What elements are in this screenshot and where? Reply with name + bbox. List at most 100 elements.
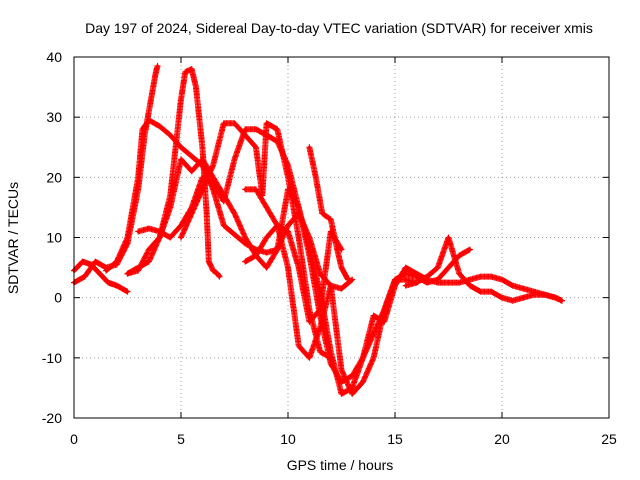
- series-track-9: [242, 222, 345, 325]
- data-point: [179, 157, 183, 161]
- data-point: [404, 266, 408, 270]
- data-point: [372, 314, 376, 318]
- data-point: [147, 260, 151, 264]
- data-point: [243, 236, 247, 239]
- data-point: [382, 320, 386, 324]
- data-point: [318, 350, 322, 354]
- data-point: [404, 278, 408, 282]
- data-point: [200, 157, 204, 161]
- data-point: [136, 269, 140, 273]
- axis-ticks: 0 5 10 15 20 25 -20 -10 0 10 20 30 40: [42, 49, 617, 447]
- data-point: [414, 281, 418, 285]
- data-point: [211, 175, 215, 179]
- data-point: [500, 296, 504, 300]
- data-point: [307, 145, 311, 149]
- x-axis-label: GPS time / hours: [287, 457, 394, 473]
- data-point: [126, 290, 129, 294]
- data-point: [265, 121, 269, 125]
- data-point: [140, 127, 144, 131]
- data-point: [275, 127, 279, 131]
- data-point: [126, 236, 129, 239]
- data-point: [457, 272, 461, 276]
- data-point: [350, 392, 354, 396]
- data-point: [233, 232, 236, 236]
- data-point: [335, 248, 339, 252]
- data-point: [168, 236, 172, 239]
- data-point: [436, 266, 440, 270]
- data-point: [543, 293, 547, 297]
- data-point: [254, 127, 258, 131]
- data-point: [222, 121, 226, 125]
- y-tick-label: -20: [42, 410, 62, 426]
- data-point: [168, 133, 172, 137]
- data-point: [215, 272, 219, 276]
- data-marks: [71, 63, 565, 397]
- data-point: [211, 269, 215, 273]
- data-point: [286, 229, 290, 233]
- data-point: [222, 223, 226, 227]
- data-point: [98, 272, 102, 276]
- data-point: [147, 248, 151, 252]
- data-point: [320, 211, 324, 215]
- data-point: [479, 290, 483, 294]
- data-point: [190, 211, 194, 215]
- data-point: [329, 356, 333, 360]
- data-point: [115, 284, 119, 288]
- data-point: [532, 293, 536, 297]
- x-tick-label: 25: [601, 431, 617, 447]
- data-point: [168, 205, 172, 209]
- data-point: [340, 287, 343, 291]
- y-axis-label: SDTVAR / TECUs: [5, 182, 21, 294]
- data-point: [511, 299, 515, 303]
- data-point: [489, 290, 493, 294]
- data-point: [153, 73, 157, 77]
- data-point: [179, 236, 183, 239]
- data-point: [194, 85, 198, 89]
- data-point: [329, 350, 333, 354]
- data-point: [404, 284, 408, 288]
- data-point: [243, 187, 247, 191]
- data-point: [190, 67, 194, 71]
- data-point: [554, 296, 557, 300]
- data-point: [297, 205, 301, 209]
- data-point: [286, 223, 290, 227]
- data-point: [318, 308, 322, 312]
- data-point: [106, 281, 110, 285]
- data-point: [500, 278, 504, 282]
- data-point: [350, 374, 354, 378]
- data-point: [329, 284, 333, 288]
- data-point: [233, 211, 236, 215]
- data-point: [254, 254, 258, 258]
- data-point: [233, 121, 236, 125]
- data-point: [468, 284, 472, 288]
- data-point: [297, 236, 301, 239]
- data-point: [243, 260, 247, 264]
- x-tick-label: 0: [70, 431, 78, 447]
- data-point: [104, 269, 108, 273]
- y-tick-label: 0: [54, 290, 62, 306]
- data-point: [340, 368, 343, 372]
- data-point: [158, 124, 162, 128]
- data-point: [190, 169, 194, 173]
- data-point: [179, 97, 183, 101]
- data-point: [179, 145, 183, 149]
- data-point: [425, 275, 429, 279]
- data-point: [479, 275, 483, 279]
- data-point: [200, 145, 204, 149]
- data-point: [265, 205, 269, 209]
- data-point: [297, 266, 301, 270]
- x-tick-label: 20: [494, 431, 510, 447]
- data-point: [136, 175, 140, 179]
- data-point: [314, 175, 318, 179]
- data-point: [340, 266, 343, 270]
- series-markers: [402, 234, 565, 304]
- data-point: [265, 251, 269, 255]
- data-point: [254, 187, 258, 191]
- data-point: [265, 266, 269, 270]
- y-tick-label: -10: [42, 350, 62, 366]
- data-point: [149, 97, 153, 101]
- y-tick-label: 40: [46, 49, 62, 65]
- data-point: [329, 217, 333, 221]
- data-point: [346, 278, 350, 282]
